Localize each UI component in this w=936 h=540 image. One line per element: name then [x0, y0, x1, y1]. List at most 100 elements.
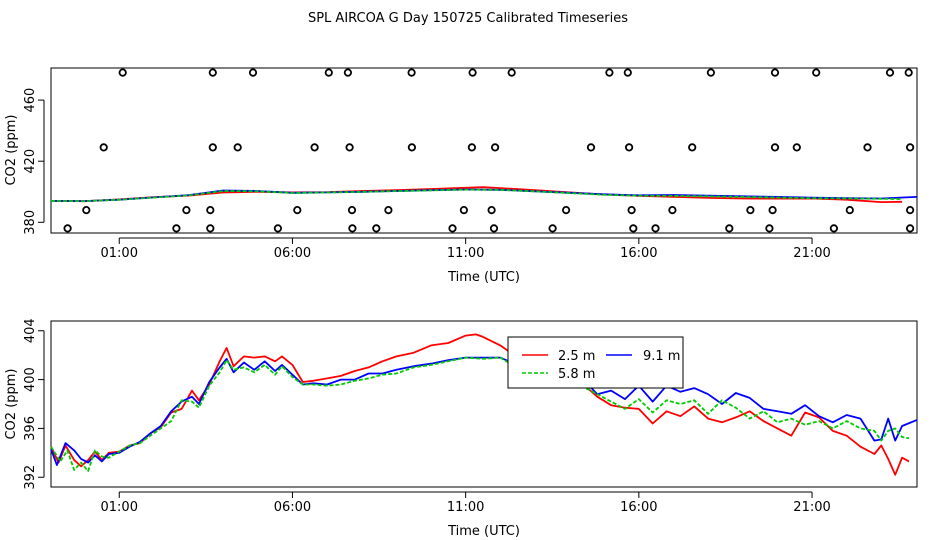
bottom-y-tick-label: 392	[23, 465, 38, 490]
flask-point	[208, 68, 217, 77]
bottom-x-axis-label: Time (UTC)	[447, 524, 520, 539]
flask-point	[885, 68, 895, 77]
flask-point	[651, 224, 660, 233]
flask-point	[206, 224, 215, 233]
bottom-x-tick-label: 06:00	[274, 500, 311, 515]
bottom-y-axis: 392 396 400 404	[23, 318, 45, 490]
flask-point	[746, 206, 755, 215]
flask-point	[206, 206, 215, 215]
bottom-series-lines	[50, 333, 918, 476]
bottom-y-tick-label: 400	[23, 367, 38, 392]
top-x-tick-label: 06:00	[274, 246, 311, 261]
flask-point	[605, 68, 614, 77]
flask-point	[629, 224, 638, 233]
flask-point	[904, 68, 913, 77]
legend-label-9-1m: 9.1 m	[643, 349, 680, 364]
top-x-tick-label: 21:00	[793, 246, 830, 261]
flask-point	[706, 68, 716, 77]
top-x-axis-label: Time (UTC)	[447, 270, 520, 285]
flask-point	[725, 224, 734, 233]
flask-point	[343, 68, 352, 77]
legend-label-2-5m: 2.5 m	[558, 349, 595, 364]
bottom-x-tick-label: 01:00	[101, 500, 138, 515]
top-x-tick-label: 01:00	[101, 246, 138, 261]
bottom-y-tick-label: 404	[23, 318, 38, 343]
bottom-plot-frame	[50, 320, 918, 488]
chart-title: SPL AIRCOA G Day 150725 Calibrated Times…	[308, 11, 628, 26]
flask-point	[770, 68, 780, 77]
flask-point	[586, 143, 596, 152]
bottom-x-axis: 01:00 06:00 11:00 16:00 21:00	[101, 491, 831, 515]
flask-point	[208, 143, 217, 152]
flask-point	[792, 143, 801, 152]
flask-point	[627, 206, 636, 215]
flask-point	[487, 206, 496, 215]
flask-point	[347, 206, 357, 215]
flask-point	[63, 224, 72, 233]
series-line-5-8-mtop	[50, 188, 903, 203]
flask-point	[324, 68, 333, 77]
flask-point	[905, 224, 915, 233]
flask-point	[489, 224, 499, 233]
top-x-tick-label: 16:00	[620, 246, 657, 261]
flask-point	[459, 206, 468, 215]
flask-point	[768, 206, 777, 215]
top-series-lines	[50, 186, 918, 203]
flask-point	[765, 224, 774, 233]
flask-point	[233, 143, 242, 152]
flask-point	[82, 206, 91, 215]
top-x-tick-label: 11:00	[447, 246, 484, 261]
flask-point	[561, 206, 571, 215]
flask-point	[845, 206, 854, 215]
flask-point	[99, 143, 108, 152]
flask-point	[273, 224, 282, 233]
top-flask-points	[63, 68, 915, 233]
flask-point	[182, 206, 191, 215]
top-plot-frame	[50, 67, 918, 234]
flask-point	[468, 68, 477, 77]
top-panel-co2-flask-and-tower: 01:00 06:00 11:00 16:00 21:00 380 420 460 Time…	[4, 67, 918, 285]
top-y-tick-label: 380	[23, 210, 38, 235]
flask-point	[668, 206, 677, 215]
top-y-tick-label: 460	[23, 88, 38, 113]
flask-point	[448, 224, 457, 233]
bottom-y-tick-label: 396	[23, 416, 38, 441]
bottom-y-axis-label: CO2 (ppm)	[4, 368, 19, 439]
series-line-9-1-mbottom	[50, 356, 918, 466]
top-y-tick-label: 420	[23, 149, 38, 174]
top-y-axis-label: CO2 (ppm)	[4, 114, 19, 185]
flask-point	[905, 206, 915, 215]
top-y-axis: 380 420 460	[23, 88, 45, 235]
legend-box	[507, 336, 684, 389]
legend-label-5-8m: 5.8 m	[558, 367, 595, 382]
flask-point	[770, 143, 780, 152]
flask-point	[863, 143, 872, 152]
flask-point	[348, 224, 357, 233]
flask-point	[905, 143, 915, 152]
bottom-x-tick-label: 11:00	[447, 500, 484, 515]
series-line-2-5-mtop	[50, 186, 903, 203]
bottom-x-tick-label: 16:00	[620, 500, 657, 515]
bottom-x-tick-label: 21:00	[793, 500, 830, 515]
flask-point	[829, 224, 839, 233]
bottom-panel-co2-tower-levels: 01:00 06:00 11:00 16:00 21:00 392 396 400 404 T…	[4, 318, 918, 539]
flask-point	[345, 143, 354, 152]
flask-point	[172, 224, 181, 233]
flask-point	[624, 143, 634, 152]
flask-point	[293, 206, 302, 215]
flask-point	[507, 68, 516, 77]
flask-point	[407, 143, 416, 152]
flask-point	[407, 68, 416, 77]
flask-point	[118, 68, 127, 77]
flask-point	[372, 224, 381, 233]
flask-point	[384, 206, 393, 215]
flask-point	[310, 143, 319, 152]
top-x-axis: 01:00 06:00 11:00 16:00 21:00	[101, 237, 831, 261]
legend: 2.5 m 9.1 m 5.8 m	[507, 336, 684, 389]
flask-point	[467, 143, 476, 152]
flask-point	[688, 143, 697, 152]
flask-point	[248, 68, 258, 77]
flask-point	[548, 224, 557, 233]
series-line-5-8-mbottom	[50, 356, 910, 472]
